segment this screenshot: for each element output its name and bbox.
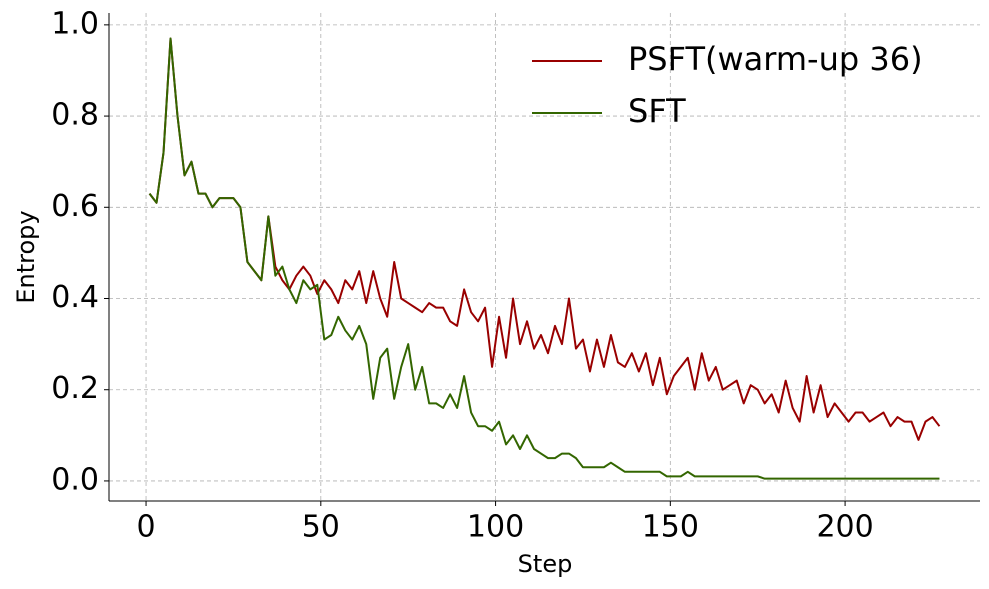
x-tick-label: 0 xyxy=(137,510,156,545)
x-axis-label: Step xyxy=(518,550,573,578)
y-tick-label: 1.0 xyxy=(51,6,99,41)
y-axis-label: Entropy xyxy=(12,210,40,303)
y-tick-label: 0.8 xyxy=(51,98,99,133)
x-tick-label: 100 xyxy=(467,510,524,545)
y-tick-label: 0.2 xyxy=(51,371,99,406)
x-tick-label: 150 xyxy=(642,510,699,545)
y-tick-label: 0.0 xyxy=(51,462,99,497)
x-tick-label: 200 xyxy=(816,510,873,545)
y-tick-label: 0.6 xyxy=(51,189,99,224)
data-line xyxy=(148,37,940,480)
legend-label: PSFT(warm-up 36) xyxy=(628,40,923,78)
legend-label: SFT xyxy=(628,92,686,130)
data-line xyxy=(148,37,941,441)
x-tick-label: 50 xyxy=(302,510,340,545)
y-tick-label: 0.4 xyxy=(51,280,99,315)
